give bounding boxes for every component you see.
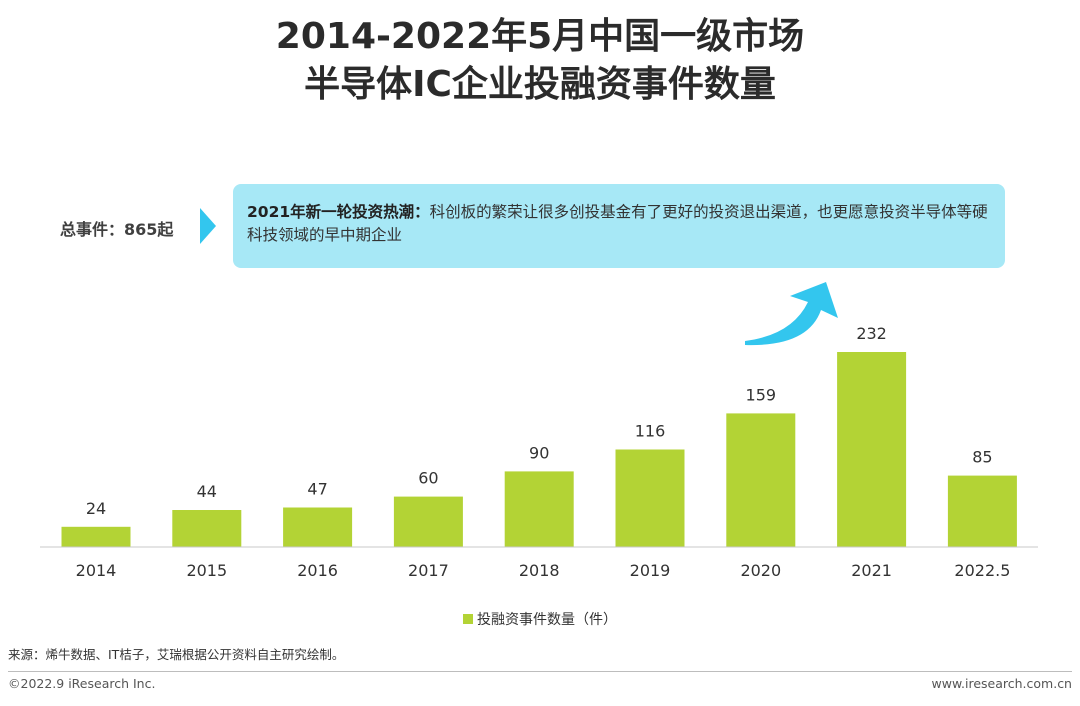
insight-callout: 2021年新一轮投资热潮：科创板的繁荣让很多创投基金有了更好的投资退出渠道，也更…	[233, 184, 1005, 268]
bar-2021	[837, 352, 907, 547]
x-tick-2019: 2019	[630, 561, 671, 580]
value-label-2020: 159	[746, 385, 777, 404]
value-label-2018: 90	[529, 443, 549, 462]
chart-title-line1: 2014-2022年5月中国一级市场	[275, 16, 805, 57]
x-tick-labels-group: 2014 2015 2016 2017 2018 2019 2020 2021 2022.5	[76, 561, 1011, 580]
bar-2019	[615, 449, 685, 547]
x-tick-2016: 2016	[297, 561, 338, 580]
total-events-label: 总事件：865起	[60, 220, 174, 239]
value-label-2021: 232	[856, 324, 887, 343]
legend-swatch	[463, 614, 473, 624]
value-label-2014: 24	[86, 499, 106, 518]
callout-highlight: 2021年新一轮投资热潮：	[247, 203, 430, 221]
source-note: 来源：烯牛数据、IT桔子，艾瑞根据公开资料自主研究绘制。	[8, 647, 345, 662]
x-tick-2020: 2020	[740, 561, 781, 580]
bar-2014	[61, 526, 131, 547]
footer-divider	[8, 671, 1072, 672]
value-label-2019: 116	[635, 422, 666, 441]
x-tick-2014: 2014	[76, 561, 117, 580]
x-tick-2017: 2017	[408, 561, 449, 580]
bar-2017	[393, 496, 463, 547]
bars-group	[61, 352, 1017, 547]
trend-arrow-icon	[745, 282, 838, 346]
pointer-arrow-icon	[200, 208, 216, 244]
bar-2022.5	[947, 475, 1017, 547]
bar-2016	[283, 507, 353, 547]
bar-2015	[172, 510, 242, 547]
x-tick-2022.5: 2022.5	[954, 561, 1010, 580]
x-tick-2015: 2015	[186, 561, 227, 580]
value-label-2016: 47	[307, 480, 327, 499]
value-labels-group: 24 44 47 60 90 116 159 232 85	[86, 324, 993, 518]
bar-2020	[726, 413, 796, 547]
website-link: www.iresearch.com.cn	[931, 676, 1073, 691]
value-label-2017: 60	[418, 469, 438, 488]
bar-2018	[504, 471, 574, 547]
value-label-2022.5: 85	[972, 448, 992, 467]
x-tick-2018: 2018	[519, 561, 560, 580]
legend: 投融资事件数量（件）	[0, 609, 1080, 629]
chart-title-line2: 半导体IC企业投融资事件数量	[304, 64, 776, 105]
callout-text: 科创板的繁荣让很多创投基金有了更好的投资退出渠道，也更愿意投资半导体等硬科技领域…	[247, 203, 988, 244]
value-label-2015: 44	[197, 482, 217, 501]
x-tick-2021: 2021	[851, 561, 892, 580]
copyright: ©2022.9 iResearch Inc.	[8, 676, 156, 691]
legend-label: 投融资事件数量（件）	[477, 612, 617, 628]
